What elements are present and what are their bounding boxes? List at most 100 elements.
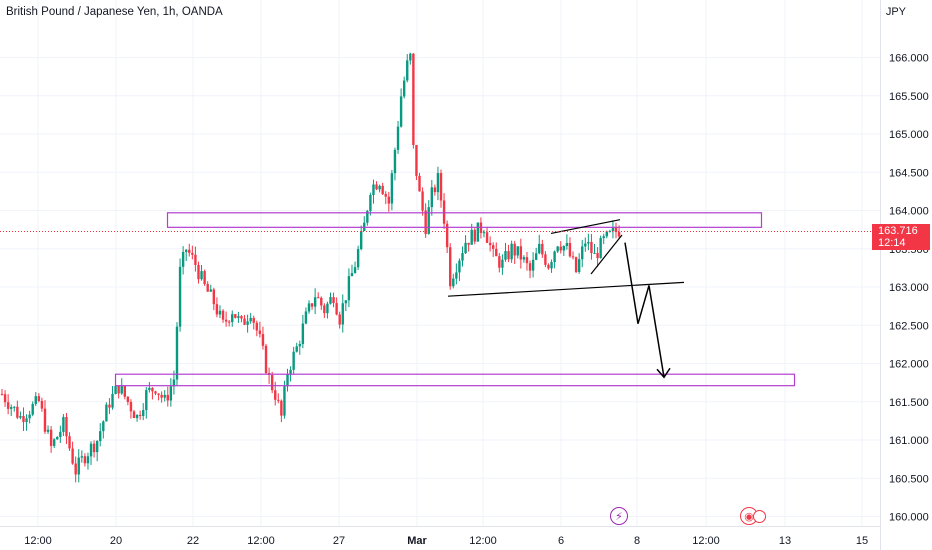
candle-body: [412, 53, 415, 145]
candle-body: [46, 429, 50, 432]
candle-body: [534, 253, 538, 260]
candle-body: [31, 403, 34, 415]
candle-body: [320, 297, 323, 306]
candle-body: [602, 236, 605, 239]
candle-body: [19, 416, 22, 418]
price-tick-label: 160.500: [889, 473, 929, 485]
drawing-annotations: [114, 212, 796, 387]
candle-body: [25, 418, 28, 423]
candle-body: [151, 387, 154, 392]
candle-body: [329, 297, 332, 304]
candle-body: [504, 251, 507, 260]
candle-body: [175, 326, 179, 380]
candle-body: [531, 259, 535, 271]
candle-body: [3, 394, 7, 403]
candle-body: [369, 195, 372, 211]
candle-body: [350, 273, 354, 277]
candle-body: [332, 297, 335, 304]
candle-body: [13, 406, 16, 408]
candlestick-series: [0, 52, 621, 483]
candle-body: [142, 410, 145, 416]
candle-body: [80, 456, 84, 458]
candle-body: [0, 394, 4, 396]
candle-body: [467, 242, 470, 245]
candle-body: [442, 200, 446, 224]
candle-body: [172, 379, 176, 387]
time-tick-label: 27: [333, 535, 345, 547]
candle-body: [510, 243, 513, 260]
projection-path: [624, 242, 665, 378]
candle-body: [593, 252, 596, 254]
candle-body: [227, 321, 231, 323]
candle-body: [396, 126, 400, 150]
candle-body: [52, 439, 56, 446]
candle-body: [485, 232, 489, 243]
candle-body: [415, 144, 418, 176]
candle-body: [59, 431, 62, 438]
candle-body: [323, 305, 326, 314]
candle-body: [307, 303, 311, 312]
candle-body: [421, 191, 424, 211]
candle-body: [399, 96, 403, 127]
candle-body: [264, 345, 268, 374]
candle-body: [108, 404, 111, 408]
candle-body: [556, 246, 559, 252]
price-tick-label: 161.500: [889, 397, 929, 409]
candle-body: [461, 253, 464, 261]
candle-body: [596, 252, 599, 259]
candle-body: [286, 373, 289, 387]
candle-body: [406, 60, 409, 81]
candle-body: [559, 246, 562, 251]
candle-body: [528, 263, 532, 271]
resistance-zone: [166, 212, 763, 228]
candle-body: [231, 314, 234, 323]
candle-body: [295, 346, 298, 352]
price-tick-label: 162.000: [889, 359, 929, 371]
candle-body: [160, 394, 163, 398]
candle-body: [221, 310, 225, 320]
candle-body: [163, 394, 166, 398]
candle-body: [562, 246, 566, 251]
chart-title: British Pound / Japanese Yen, 1h, OANDA: [6, 6, 223, 18]
candle-body: [544, 254, 547, 265]
candle-body: [209, 289, 212, 292]
candle-body: [86, 456, 90, 464]
candle-body: [372, 184, 375, 196]
price-tick-label: 161.000: [889, 435, 929, 447]
candle-body: [470, 229, 473, 245]
candle-body: [56, 437, 59, 440]
event-badge-icon[interactable]: [753, 510, 766, 523]
candle-body: [95, 440, 99, 453]
candle-body: [280, 400, 283, 416]
candle-body: [341, 303, 344, 325]
candle-body: [74, 463, 77, 475]
candle-body: [498, 256, 501, 268]
candle-body: [581, 246, 584, 260]
candle-body: [452, 278, 455, 287]
candle-body: [513, 243, 516, 256]
candle-body: [488, 242, 492, 246]
last-price-tag: 163.716 12:14: [872, 224, 930, 250]
candle-body: [418, 175, 421, 192]
candle-body: [191, 252, 194, 255]
price-axis[interactable]: 160.000 160.500 161.000 161.500 162.000 162.5…: [889, 53, 929, 524]
candle-body: [482, 232, 486, 234]
candle-body: [43, 408, 47, 432]
price-tick-label: 166.000: [889, 53, 929, 65]
candle-body: [547, 264, 550, 269]
candle-body: [138, 414, 142, 416]
candle-body: [34, 396, 37, 404]
flash-event-icon[interactable]: ⚡: [610, 507, 628, 525]
candle-body: [157, 393, 160, 395]
candle-body: [249, 317, 252, 322]
candle-body: [129, 401, 133, 412]
candle-body: [22, 416, 25, 423]
candle-body: [590, 241, 593, 254]
candle-body: [111, 393, 114, 408]
price-tick-label: 162.500: [889, 320, 929, 332]
candle-body: [356, 249, 360, 268]
candle-body: [501, 259, 504, 268]
time-axis[interactable]: 12:00 20 22 12:00 27 Mar 12:00 6 8 12:00 13 15: [24, 535, 868, 547]
candle-body: [120, 385, 123, 394]
